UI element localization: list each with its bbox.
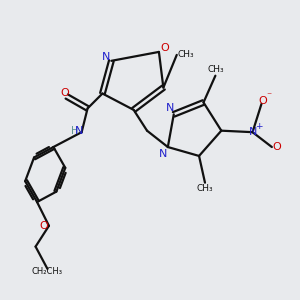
- Text: N: N: [102, 52, 110, 62]
- Text: N: N: [249, 127, 258, 136]
- Text: O: O: [258, 96, 267, 106]
- Text: N: N: [159, 148, 167, 159]
- Text: O: O: [40, 221, 49, 231]
- Text: H: H: [70, 126, 78, 136]
- Text: N: N: [74, 126, 83, 136]
- Text: N: N: [165, 103, 174, 113]
- Text: CH₃: CH₃: [197, 184, 213, 193]
- Text: O: O: [273, 142, 282, 152]
- Text: ⁻: ⁻: [267, 92, 272, 101]
- Text: CH₃: CH₃: [207, 65, 224, 74]
- Text: O: O: [60, 88, 69, 98]
- Text: CH₃: CH₃: [178, 50, 195, 59]
- Text: CH₂CH₃: CH₂CH₃: [32, 267, 63, 276]
- Text: +: +: [255, 122, 262, 131]
- Text: O: O: [160, 44, 169, 53]
